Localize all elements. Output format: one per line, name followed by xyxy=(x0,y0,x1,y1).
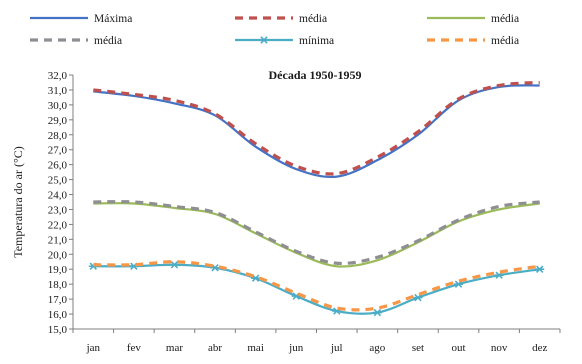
legend-label: média xyxy=(94,35,122,47)
legend-label: média xyxy=(491,35,519,47)
y-tick-label: 19,0 xyxy=(48,264,68,276)
legend-label: média xyxy=(491,13,519,25)
x-tick-label: jun xyxy=(288,342,304,354)
y-tick-label: 17,0 xyxy=(48,294,68,306)
y-tick-label: 28,0 xyxy=(48,130,68,142)
x-tick-label: set xyxy=(412,342,424,354)
x-tick-label: dez xyxy=(532,342,547,354)
series-point-5 xyxy=(413,293,423,302)
x-tick-label: ago xyxy=(369,342,385,354)
y-tick-label: 32,0 xyxy=(48,70,68,82)
chart-title: Década 1950-1959 xyxy=(269,68,362,82)
y-tick-label: 29,0 xyxy=(48,115,68,127)
series-line-1 xyxy=(93,84,540,179)
x-tick-label: nov xyxy=(491,342,508,354)
legend-label: Máxima xyxy=(94,13,132,25)
y-tick-label: 20,0 xyxy=(48,249,68,261)
legend-label: mínima xyxy=(299,35,334,47)
series-line-6 xyxy=(93,260,540,312)
y-tick-label: 26,0 xyxy=(48,160,68,172)
y-tick-label: 23,0 xyxy=(48,204,68,216)
x-tick-label: out xyxy=(452,342,466,354)
y-tick-label: 27,0 xyxy=(48,145,68,157)
x-tick-label: jan xyxy=(86,342,101,354)
y-tick-label: 25,0 xyxy=(48,175,68,187)
series-point-5 xyxy=(535,265,545,273)
x-tick-label: mar xyxy=(166,342,183,354)
y-tick-label: 22,0 xyxy=(48,219,68,231)
x-tick-label: jul xyxy=(330,342,343,354)
series-point-5 xyxy=(169,261,179,269)
y-tick-label: 21,0 xyxy=(48,234,68,246)
y-tick-label: 24,0 xyxy=(48,190,68,202)
y-tick-label: 18,0 xyxy=(48,279,68,291)
y-axis-label: Temperatura do ar (°C) xyxy=(11,146,25,258)
series-line-4 xyxy=(93,200,540,266)
y-tick-label: 31,0 xyxy=(48,85,68,97)
x-tick-label: fev xyxy=(127,342,142,354)
y-tick-label: 15,0 xyxy=(48,324,68,336)
series-point-5 xyxy=(372,308,382,317)
x-tick-label: abr xyxy=(208,342,222,354)
series-line-2 xyxy=(93,80,540,176)
x-tick-label: mai xyxy=(247,342,264,354)
legend-marker xyxy=(259,36,269,44)
y-tick-label: 30,0 xyxy=(48,100,68,112)
series-line-3 xyxy=(93,202,540,268)
y-tick-label: 16,0 xyxy=(48,309,68,321)
series-line-5 xyxy=(93,263,540,315)
legend-label: média xyxy=(299,13,327,25)
